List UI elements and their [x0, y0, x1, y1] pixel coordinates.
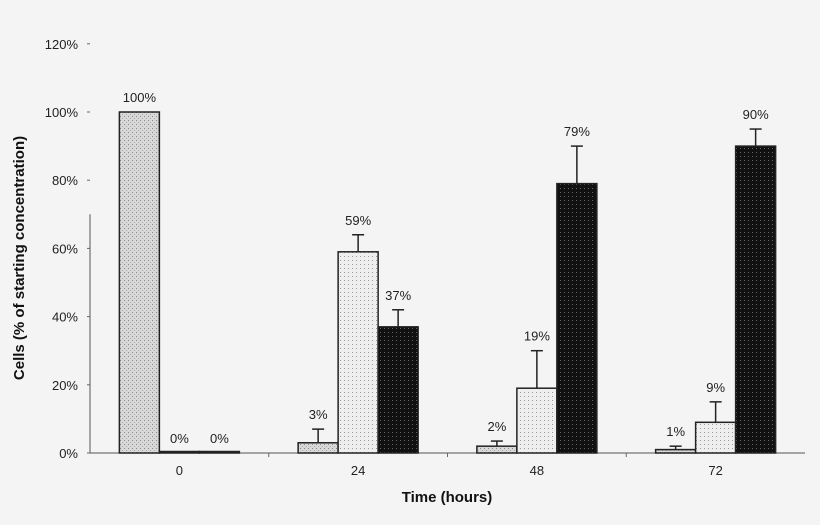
bar: [158, 450, 201, 454]
data-label: 2%: [487, 419, 506, 434]
bar: [118, 111, 161, 454]
data-label: 37%: [385, 288, 411, 303]
bar: [516, 387, 558, 454]
y-tick-label: 120%: [45, 37, 79, 52]
x-axis-title: Time (hours): [402, 489, 493, 506]
bar: [198, 450, 241, 454]
y-tick-label: 0%: [59, 446, 78, 461]
y-axis-title: Cells (% of starting concentration): [11, 136, 28, 380]
data-label: 19%: [524, 329, 550, 344]
data-label: 90%: [743, 107, 769, 122]
y-tick-label: 60%: [52, 241, 78, 256]
bar: [337, 251, 379, 454]
data-label: 1%: [666, 424, 685, 439]
data-label: 9%: [706, 380, 725, 395]
bar: [654, 448, 697, 454]
y-tick-label: 80%: [52, 173, 78, 188]
bar: [377, 326, 419, 454]
bar: [476, 445, 518, 454]
y-tick-label: 100%: [45, 105, 79, 120]
x-tick-label: 48: [530, 463, 544, 478]
y-tick-label: 20%: [52, 378, 78, 393]
x-tick-label: 24: [351, 463, 365, 478]
bar: [694, 421, 737, 454]
x-tick-label: 72: [708, 463, 722, 478]
data-label: 100%: [123, 90, 157, 105]
data-label: 59%: [345, 213, 371, 228]
x-tick-label: 0: [176, 463, 183, 478]
data-label: 3%: [309, 407, 328, 422]
data-label: 79%: [564, 124, 590, 139]
data-label: 0%: [170, 431, 189, 446]
data-label: 0%: [210, 431, 229, 446]
bar: [297, 442, 339, 454]
bar: [556, 182, 598, 454]
y-tick-label: 40%: [52, 310, 78, 325]
bar: [734, 145, 777, 454]
